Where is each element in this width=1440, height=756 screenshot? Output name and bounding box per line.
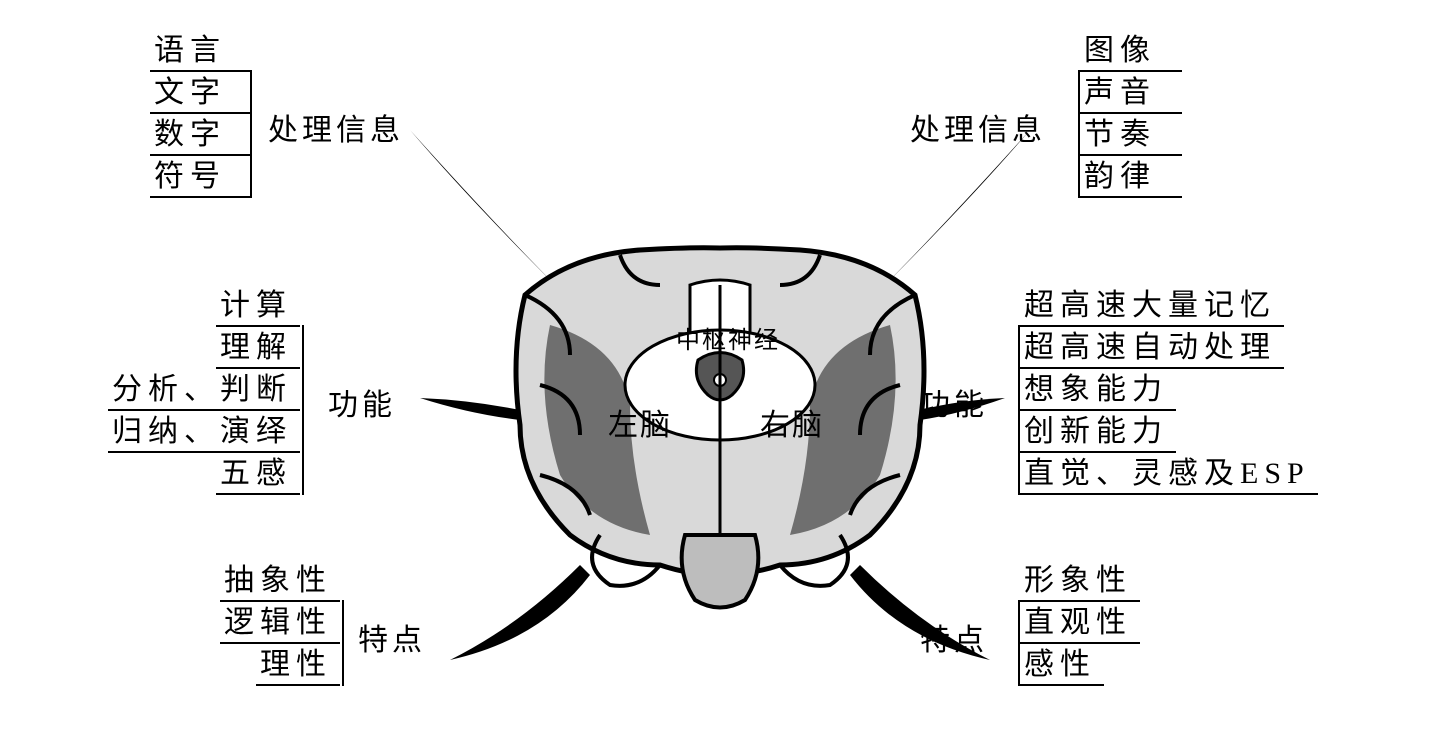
left-feature-label: 特点 <box>358 615 426 659</box>
right-process-item: 图像 <box>1080 30 1182 72</box>
left-process-item: 数字 <box>150 114 252 156</box>
brain-right-label: 右脑 <box>760 400 824 444</box>
right-process-bracket <box>1078 70 1080 198</box>
left-function-item: 归纳、演绎 <box>108 411 300 453</box>
left-process-bracket <box>250 70 252 198</box>
right-function-item: 超高速大量记忆 <box>1020 285 1284 327</box>
diagram-stage: 中枢神经 左脑 右脑 处理信息 语言 文字 数字 符号 功能 计算 理解 分析、… <box>0 0 1440 756</box>
right-feature-bracket <box>1018 600 1020 686</box>
left-process-item: 符号 <box>150 156 252 198</box>
left-process-label: 处理信息 <box>268 105 404 149</box>
right-feature-item: 直观性 <box>1020 602 1140 644</box>
left-feature-item: 逻辑性 <box>220 602 340 644</box>
right-process-label: 处理信息 <box>910 105 1046 149</box>
right-function-label: 功能 <box>920 380 988 424</box>
left-process-item: 语言 <box>150 30 252 72</box>
right-function-item: 直觉、灵感及ESP <box>1020 453 1318 495</box>
brain-center-label: 中枢神经 <box>676 320 780 355</box>
right-function-bracket <box>1018 325 1020 495</box>
right-process-item: 节奏 <box>1080 114 1182 156</box>
right-feature-item: 感性 <box>1020 644 1104 686</box>
left-function-bracket <box>302 325 304 495</box>
left-function-item: 理解 <box>216 327 300 369</box>
left-function-item: 计算 <box>216 285 300 327</box>
left-process-item: 文字 <box>150 72 252 114</box>
left-function-item: 分析、判断 <box>108 369 300 411</box>
right-feature-item: 形象性 <box>1020 560 1140 602</box>
brain-left-label: 左脑 <box>608 400 672 444</box>
right-function-item: 创新能力 <box>1020 411 1176 453</box>
right-process-item: 韵律 <box>1080 156 1182 198</box>
right-function-item: 超高速自动处理 <box>1020 327 1284 369</box>
left-feature-item: 理性 <box>256 644 340 686</box>
right-process-item: 声音 <box>1080 72 1182 114</box>
left-feature-item: 抽象性 <box>220 560 340 602</box>
right-function-item: 想象能力 <box>1020 369 1176 411</box>
left-function-label: 功能 <box>328 380 396 424</box>
left-feature-bracket <box>342 600 344 686</box>
right-feature-label: 特点 <box>920 615 988 659</box>
left-function-item: 五感 <box>216 453 300 495</box>
